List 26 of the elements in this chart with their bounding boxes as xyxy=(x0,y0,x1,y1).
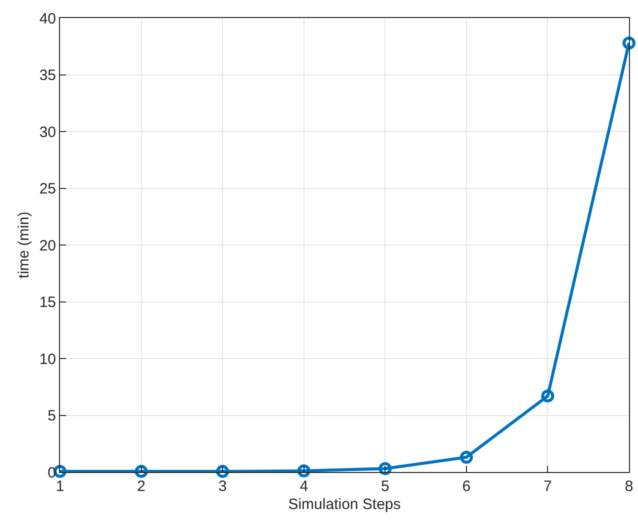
point xyxy=(297,464,310,478)
point xyxy=(378,462,392,476)
y-tick-label: 30 xyxy=(39,124,56,141)
y-tick-label: 5 xyxy=(48,408,56,424)
x-tick-label: 3 xyxy=(218,478,227,495)
x-tick-label: 7 xyxy=(544,478,552,495)
x-tick-label: 8 xyxy=(624,478,634,495)
point xyxy=(216,464,230,478)
y-tick-label: 10 xyxy=(39,350,56,368)
y-tick-label: 15 xyxy=(39,294,56,311)
x-tick-label: 4 xyxy=(300,478,308,495)
x-axis-title: Simulation Steps xyxy=(288,496,401,513)
y-tick-label: 35 xyxy=(39,67,56,84)
x-tick-label: 5 xyxy=(380,478,390,495)
y-tick-label: 0 xyxy=(48,464,56,482)
y-tick-label: 40 xyxy=(39,10,56,28)
y-axis-title: time (min) xyxy=(16,212,33,278)
point xyxy=(460,450,473,464)
point xyxy=(622,36,636,50)
point xyxy=(134,464,148,478)
point xyxy=(541,389,554,402)
x-tick-label: 1 xyxy=(56,478,64,495)
x-tick-label: 6 xyxy=(462,478,471,495)
y-tick-label: 25 xyxy=(39,180,56,198)
y-tick-label: 20 xyxy=(39,237,56,254)
x-tick-label: 2 xyxy=(137,478,146,495)
